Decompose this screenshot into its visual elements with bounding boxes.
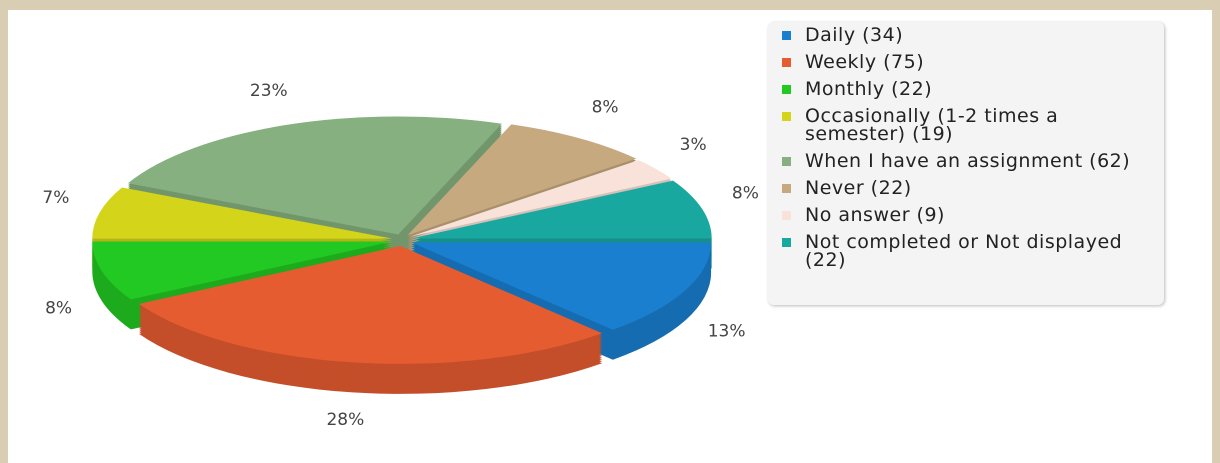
legend-label: Daily (34) — [805, 24, 904, 46]
legend-swatch — [782, 238, 791, 247]
legend-entry: Never (22) — [782, 177, 1154, 199]
legend-swatch — [782, 157, 791, 166]
data-label: 13% — [708, 322, 746, 342]
legend-entry: Monthly (22) — [782, 78, 1154, 100]
legend-label: No answer (9) — [805, 204, 945, 226]
legend-entry: When I have an assignment (62) — [782, 150, 1154, 172]
legend-entry: Weekly (75) — [782, 51, 1154, 73]
data-label: 3% — [680, 135, 707, 155]
slice — [407, 124, 637, 236]
legend-entry: Daily (34) — [782, 24, 1154, 46]
data-label: 23% — [250, 81, 288, 101]
legend-label: Never (22) — [805, 177, 912, 199]
legend-entry: No answer (9) — [782, 204, 1154, 226]
legend-label: When I have an assignment (62) — [805, 150, 1131, 172]
slice — [127, 116, 502, 235]
legend-entry: Occasionally (1-2 times a semester) (19) — [782, 105, 1154, 145]
legend-label: Not completed or Not displayed (22) — [805, 231, 1123, 271]
data-label: 28% — [326, 410, 364, 430]
slice — [139, 245, 603, 364]
legend-swatch — [782, 31, 791, 40]
legend: Daily (34) Weekly (75) Monthly (22) Occasio… — [768, 22, 1164, 305]
legend-label: Occasionally (1-2 times a semester) (19) — [805, 105, 1059, 145]
legend-swatch — [782, 58, 791, 67]
legend-swatch — [782, 85, 791, 94]
slice — [411, 180, 712, 239]
legend-swatch — [782, 112, 791, 121]
legend-swatch — [782, 184, 791, 193]
slice — [92, 187, 393, 239]
legend-label: Monthly (22) — [805, 78, 933, 100]
legend-entry: Not completed or Not displayed (22) — [782, 231, 1154, 271]
legend-swatch — [782, 211, 791, 220]
slice — [411, 242, 712, 330]
data-label: 8% — [732, 183, 759, 203]
data-label: 8% — [45, 299, 72, 319]
slice — [92, 241, 393, 300]
slice — [410, 160, 672, 237]
data-label: 8% — [592, 97, 619, 117]
legend-label: Weekly (75) — [805, 51, 925, 73]
data-label: 7% — [42, 188, 69, 208]
